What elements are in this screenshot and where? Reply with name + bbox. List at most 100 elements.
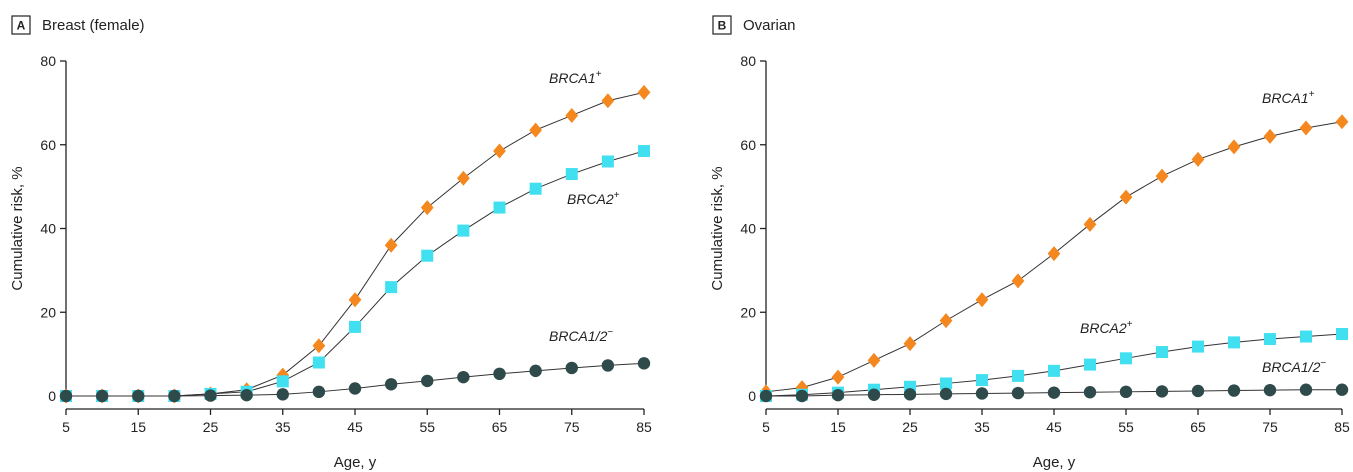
data-point-square [1228, 336, 1240, 349]
data-point-circle [312, 385, 326, 399]
x-tick-label: 45 [347, 419, 363, 435]
panel-0-letter: A [17, 19, 26, 33]
x-tick-label: 45 [1046, 419, 1062, 435]
data-point-circle [1335, 383, 1349, 396]
y-tick-label: 60 [740, 137, 756, 153]
data-point-diamond [1263, 128, 1277, 144]
series-superscript: + [596, 69, 602, 80]
data-point-circle [903, 388, 917, 401]
data-point-square [1084, 358, 1096, 371]
y-tick-label: 40 [40, 221, 56, 237]
series-name: BRCA2 [567, 191, 614, 207]
series-line-brca1 [66, 91, 645, 397]
x-tick-label: 5 [762, 419, 770, 435]
panel-1-y-axis-title: Cumulative risk, % [709, 166, 726, 290]
data-point-square [349, 320, 361, 333]
data-point-square [529, 182, 542, 195]
panel-1-letter: B [718, 19, 727, 33]
data-point-circle [493, 367, 506, 381]
y-tick-label: 80 [740, 53, 756, 69]
data-point-circle [759, 389, 773, 403]
data-point-diamond [529, 122, 542, 138]
data-point-square [1192, 340, 1204, 353]
data-point-circle [1047, 386, 1061, 399]
series-label-brca1: BRCA1+ [1262, 89, 1315, 106]
data-point-circle [204, 389, 217, 402]
data-point-circle [132, 389, 145, 403]
x-tick-label: 25 [203, 419, 219, 435]
series-superscript: − [1320, 358, 1326, 369]
y-tick-label: 0 [48, 388, 56, 404]
data-point-square [457, 224, 470, 237]
data-point-diamond [903, 336, 917, 352]
data-point-circle [831, 388, 845, 402]
x-tick-label: 35 [275, 419, 291, 435]
data-point-diamond [1335, 114, 1349, 130]
panel-1-title: Ovarian [743, 17, 796, 34]
x-tick-label: 65 [492, 419, 508, 435]
data-point-square [1264, 333, 1276, 346]
x-tick-label: 25 [902, 419, 918, 435]
data-point-diamond [1227, 139, 1241, 155]
data-point-square [312, 356, 325, 369]
data-point-diamond [493, 143, 506, 159]
series-label-brca2: BRCA2+ [1080, 319, 1133, 336]
data-point-diamond [1191, 151, 1205, 167]
data-point-square [638, 145, 650, 158]
data-point-diamond [867, 352, 881, 368]
series-superscript: + [1127, 319, 1133, 330]
data-point-square [976, 374, 988, 387]
x-tick-label: 35 [974, 419, 990, 435]
series-superscript: + [1309, 89, 1315, 100]
panel-0-letter-box [11, 15, 31, 35]
y-tick-label: 60 [40, 137, 56, 153]
data-point-circle [1263, 383, 1277, 397]
data-point-diamond [637, 84, 651, 100]
data-point-circle [795, 389, 809, 403]
data-point-diamond [1083, 216, 1097, 232]
data-point-circle [384, 378, 398, 391]
series-label-brca1: BRCA1+ [549, 69, 602, 86]
series-label-brca2: BRCA2+ [567, 190, 620, 207]
x-tick-label: 5 [62, 419, 70, 435]
data-point-diamond [565, 107, 579, 123]
panel-1-x-axis-title: Age, y [1033, 454, 1076, 471]
data-point-square [601, 155, 614, 168]
data-point-circle [1227, 384, 1241, 397]
data-point-diamond [1047, 246, 1061, 262]
data-point-circle [421, 374, 434, 388]
data-point-square [493, 201, 506, 214]
data-point-circle [565, 361, 578, 375]
data-point-diamond [831, 369, 845, 385]
data-point-circle [59, 389, 73, 403]
data-point-circle [1299, 383, 1313, 396]
data-point-circle [95, 389, 109, 403]
x-tick-label: 85 [1334, 419, 1350, 435]
x-tick-label: 75 [564, 419, 580, 435]
data-point-circle [348, 382, 362, 395]
y-tick-label: 20 [740, 304, 756, 320]
x-tick-label: 75 [1262, 419, 1278, 435]
panel-0-y-axis-title: Cumulative risk, % [9, 166, 26, 290]
x-tick-label: 15 [830, 419, 846, 435]
data-point-square [1048, 364, 1060, 377]
data-point-diamond [1119, 189, 1133, 205]
x-tick-label: 15 [130, 419, 146, 435]
data-point-diamond [312, 338, 326, 354]
y-tick-label: 20 [40, 304, 56, 320]
data-point-circle [975, 387, 989, 400]
data-point-diamond [1299, 120, 1313, 136]
data-point-square [385, 281, 398, 294]
data-point-diamond [1011, 273, 1025, 289]
y-tick-label: 40 [740, 221, 756, 237]
series-superscript: − [607, 327, 613, 338]
data-point-circle [637, 357, 651, 370]
series-label-brca1-2: BRCA1/2− [1262, 358, 1326, 375]
data-point-diamond [975, 292, 989, 308]
data-point-diamond [1155, 168, 1169, 184]
data-point-circle [457, 370, 470, 384]
data-point-square [1012, 369, 1024, 382]
data-point-circle [1155, 385, 1169, 398]
series-name: BRCA1/2 [1262, 359, 1321, 375]
